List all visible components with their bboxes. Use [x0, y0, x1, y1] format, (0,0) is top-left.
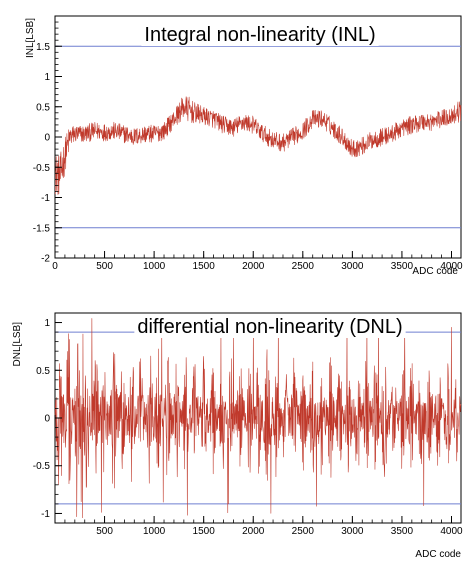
dnl-y-tick-label: -0.5	[33, 461, 51, 472]
inl-y-tick-label: 1.5	[36, 42, 50, 53]
inl-x-axis-label: ADC code	[412, 266, 458, 277]
inl-x-tick-label: 500	[96, 261, 113, 272]
dnl-x-tick-label: 3000	[341, 526, 364, 537]
inl-x-axis: 0 500 1000 1500 2000 2500 3000 3500 4000	[52, 251, 463, 272]
dnl-x-tick-label: 4000	[440, 526, 463, 537]
dnl-y-tick-label: 1	[44, 318, 50, 329]
dnl-y-axis: -1 -0.5 0 0.5 1	[33, 312, 62, 524]
inl-x-tick-label: 3000	[341, 261, 364, 272]
dnl-title-background	[134, 316, 406, 338]
inl-reference-lines	[55, 45, 461, 229]
dnl-y-axis-label: DNL[LSB]	[12, 322, 23, 367]
inl-y-tick-label: 1	[44, 72, 50, 83]
inl-y-axis: -2 -1.5 -1 -0.5 0 0.5 1 1.5	[33, 15, 62, 265]
dnl-series	[54, 318, 462, 519]
dnl-y-tick-label: 0.5	[36, 366, 50, 377]
inl-y-tick-label: -0.5	[33, 163, 51, 174]
inl-x-tick-label: 1000	[143, 261, 166, 272]
inl-panel: 0 500 1000 1500 2000 2500 3000 3500 4000 -2-1.5-…	[25, 15, 463, 277]
dnl-y-tick-label: 0	[44, 414, 50, 425]
dnl-x-tick-label: 500	[96, 526, 113, 537]
inl-title-background	[141, 24, 379, 46]
inl-x-tick-label: 1500	[193, 261, 216, 272]
inl-series	[54, 96, 462, 195]
inl-series-line	[54, 96, 462, 195]
dnl-panel: 500 1000 1500 2000 2500 3000 3500 4000 -1 -0.5 0 0…	[12, 312, 463, 560]
dnl-x-axis: 500 1000 1500 2000 2500 3000 3500 4000	[64, 516, 463, 537]
dnl-x-tick-label: 1500	[193, 526, 216, 537]
inl-y-axis-label: INL[LSB]	[25, 18, 36, 58]
inl-y-tick-label: -2	[41, 254, 50, 265]
inl-y-tick-label: -1	[41, 193, 50, 204]
inl-x-tick-label: 0	[52, 261, 58, 272]
dnl-title: differential non-linearity (DNL)	[137, 316, 402, 338]
dnl-series-line	[54, 318, 462, 519]
dnl-y-tick-label: -1	[41, 509, 50, 520]
inl-x-tick-label: 4000	[440, 261, 463, 272]
inl-y-tick-label: 0.5	[36, 102, 50, 113]
dnl-x-tick-label: 2500	[292, 526, 315, 537]
dnl-x-tick-label: 2000	[242, 526, 265, 537]
inl-x-tick-label: 3500	[391, 261, 414, 272]
dnl-x-tick-label: 3500	[391, 526, 414, 537]
inl-x-tick-label: 2000	[242, 261, 265, 272]
dnl-x-tick-label: 1000	[143, 526, 166, 537]
inl-x-tick-label: 2500	[292, 261, 315, 272]
dnl-x-axis-label: ADC code	[415, 549, 461, 560]
inl-y-tick-label: 0	[44, 133, 50, 144]
inl-y-tick-label: -1.5	[33, 223, 51, 234]
inl-title: Integral non-linearity (INL)	[144, 24, 375, 46]
